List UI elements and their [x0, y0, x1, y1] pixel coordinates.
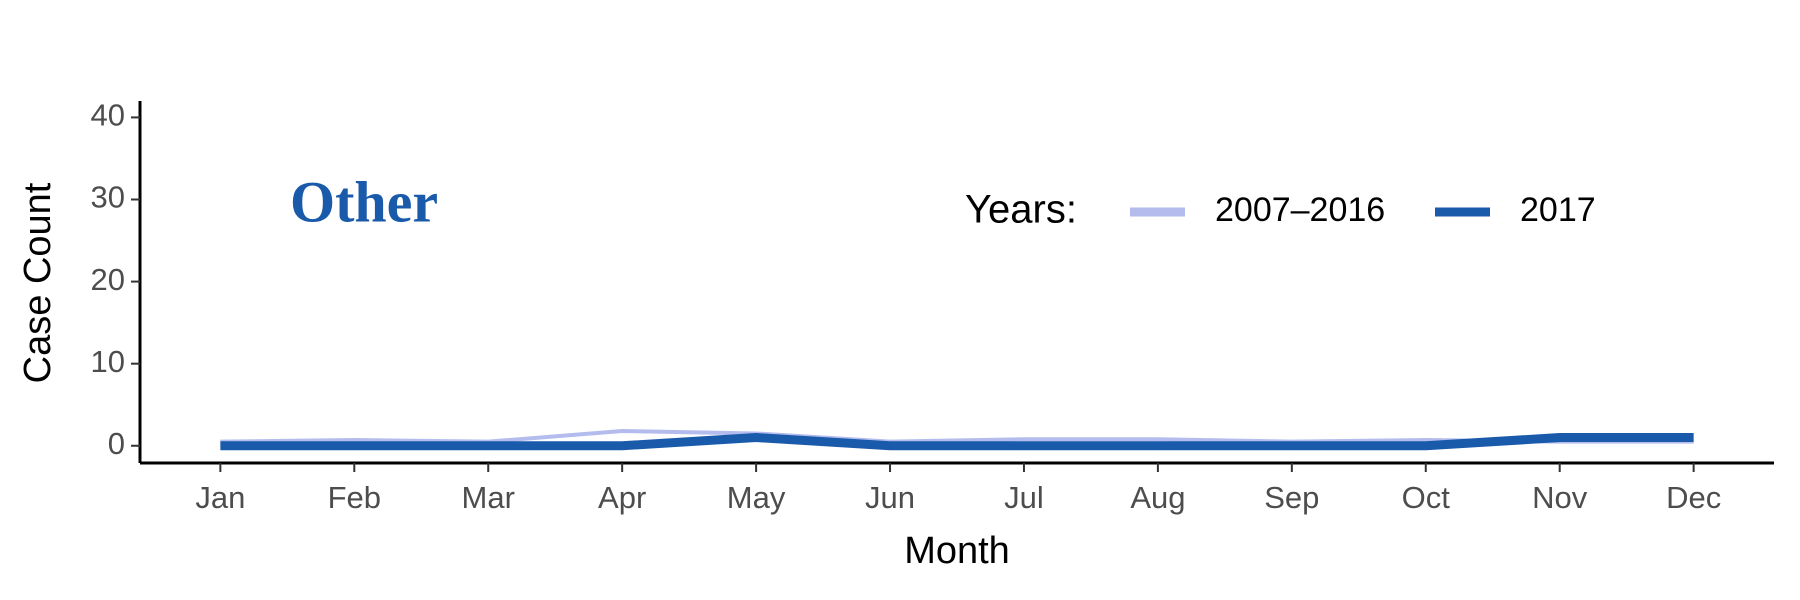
y-tick-label: 0 — [108, 426, 125, 461]
x-tick-label: Aug — [1130, 480, 1185, 515]
x-tick-label: Mar — [462, 480, 515, 515]
y-tick-label: 40 — [91, 98, 125, 133]
legend-title: Years: — [965, 188, 1077, 232]
y-axis-title: Case Count — [17, 182, 59, 383]
legend-label: 2017 — [1520, 191, 1596, 229]
series-line — [220, 433, 1694, 451]
x-tick-label: Jul — [1004, 480, 1044, 515]
x-tick-label: Feb — [328, 480, 381, 515]
y-tick-label: 10 — [91, 344, 125, 379]
x-tick-label: Jan — [195, 480, 245, 515]
x-axis-title: Month — [904, 530, 1010, 572]
annotation: Other — [290, 169, 438, 234]
legend-label: 2007–2016 — [1215, 191, 1385, 229]
y-tick-label: 20 — [91, 262, 125, 297]
x-tick-label: Nov — [1532, 480, 1588, 515]
x-tick-label: Dec — [1666, 480, 1721, 515]
x-tick-label: Oct — [1402, 480, 1451, 515]
y-tick-label: 30 — [91, 180, 125, 215]
x-tick-label: Apr — [598, 480, 646, 515]
x-tick-label: Sep — [1264, 480, 1319, 515]
x-tick-label: May — [727, 480, 786, 515]
x-tick-label: Jun — [865, 480, 915, 515]
